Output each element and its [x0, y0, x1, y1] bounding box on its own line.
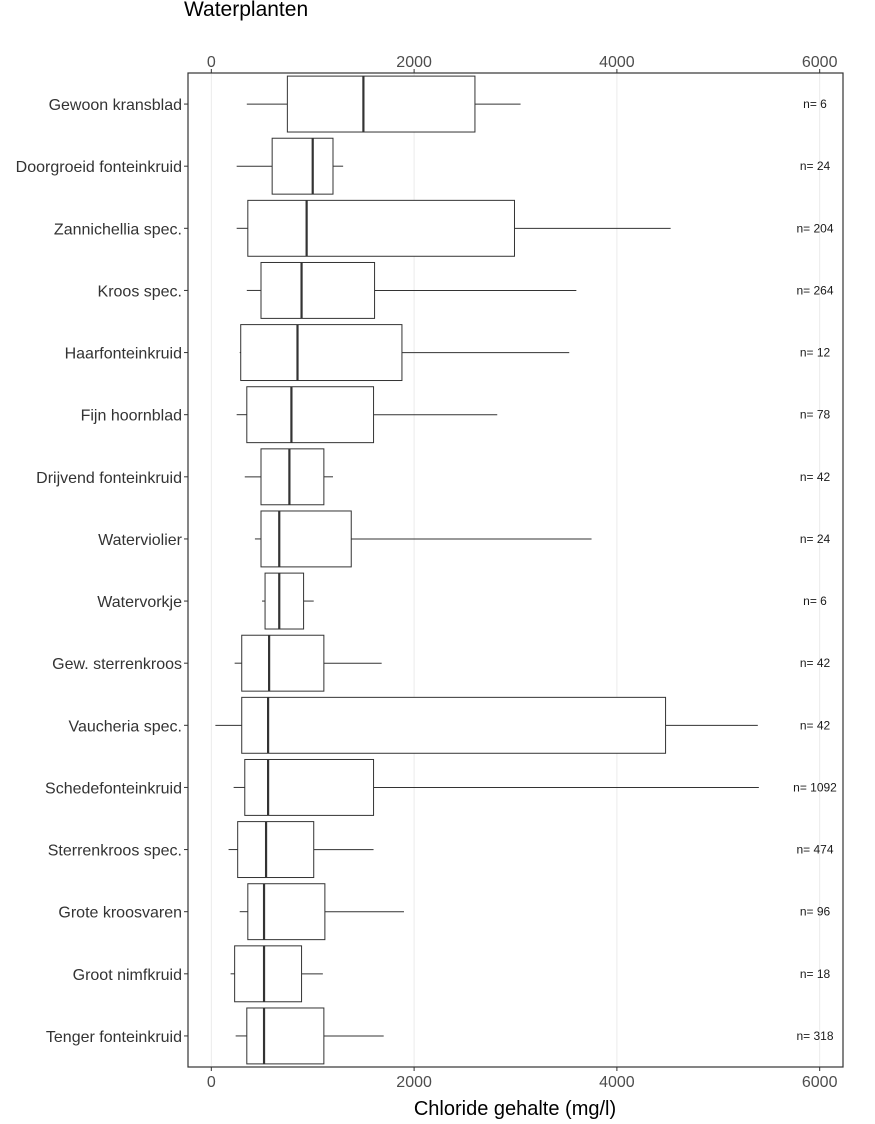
box — [264, 572, 305, 630]
box-group — [234, 634, 382, 692]
top-axis: 0 2000 4000 6000 — [207, 54, 838, 73]
box — [246, 386, 375, 444]
chart-title: Waterplanten — [184, 0, 309, 21]
box — [286, 75, 476, 133]
box-group — [246, 75, 521, 133]
x-tick-label-top: 0 — [207, 54, 216, 71]
box — [260, 448, 325, 506]
grid-lines — [210, 73, 821, 1067]
box — [247, 199, 515, 257]
box — [260, 261, 376, 319]
category-labels: Gewoon kransblad Doorgroeid fonteinkruid Z… — [16, 97, 188, 1046]
box-group — [236, 386, 498, 444]
box-group — [215, 696, 758, 754]
n-labels: n= 6 n= 24 n= 204 n= 264 n= 12 n= 78 n= 42 n= 2… — [793, 97, 837, 1043]
n-label: n= 204 — [796, 221, 833, 235]
category-label: Gew. sterrenkroos — [52, 656, 182, 673]
box — [247, 883, 326, 941]
n-label: n= 42 — [800, 656, 831, 670]
category-label: Schedefonteinkruid — [45, 780, 182, 797]
box — [244, 758, 375, 816]
box-group — [246, 261, 577, 319]
category-label: Fijn hoornblad — [81, 408, 182, 425]
x-tick-label-bottom: 6000 — [802, 1074, 838, 1091]
x-tick-label-bottom: 0 — [207, 1074, 216, 1091]
box-group — [230, 945, 323, 1003]
box-group — [233, 758, 759, 816]
box-group — [236, 137, 344, 195]
n-label: n= 24 — [800, 532, 831, 546]
box — [237, 821, 315, 879]
n-label: n= 96 — [800, 905, 831, 919]
box-series — [215, 75, 759, 1065]
n-label: n= 264 — [796, 283, 833, 297]
category-label: Grote kroosvaren — [58, 905, 182, 922]
box — [246, 1007, 325, 1065]
n-label: n= 1092 — [793, 780, 837, 794]
category-label: Waterviolier — [98, 532, 183, 549]
n-label: n= 6 — [803, 594, 827, 608]
box-group — [254, 510, 592, 568]
n-label: n= 6 — [803, 97, 827, 111]
box — [260, 510, 352, 568]
n-label: n= 12 — [800, 346, 831, 360]
box — [241, 634, 325, 692]
box-group — [239, 324, 570, 382]
box-group — [228, 821, 374, 879]
box — [240, 324, 403, 382]
bottom-axis: 0 2000 4000 6000 — [207, 1067, 838, 1091]
category-label: Kroos spec. — [98, 283, 182, 300]
category-label: Doorgroeid fonteinkruid — [16, 159, 182, 176]
n-label: n= 42 — [800, 470, 831, 484]
n-label: n= 78 — [800, 408, 831, 422]
box — [271, 137, 334, 195]
category-label: Gewoon kransblad — [49, 97, 182, 114]
category-label: Zannichellia spec. — [54, 221, 182, 238]
box — [234, 945, 303, 1003]
x-tick-label-bottom: 2000 — [396, 1074, 432, 1091]
category-label: Watervorkje — [97, 594, 182, 611]
box — [241, 696, 667, 754]
n-label: n= 24 — [800, 159, 831, 173]
x-tick-label-top: 2000 — [396, 54, 432, 71]
x-tick-label-top: 6000 — [802, 54, 838, 71]
box-group — [236, 199, 671, 257]
x-tick-label-bottom: 4000 — [599, 1074, 635, 1091]
category-label: Drijvend fonteinkruid — [36, 470, 182, 487]
n-label: n= 318 — [796, 1029, 833, 1043]
x-axis-title: Chloride gehalte (mg/l) — [414, 1098, 616, 1120]
box-group — [244, 448, 333, 506]
box-group — [239, 883, 404, 941]
box-group — [262, 572, 314, 630]
box-group — [235, 1007, 384, 1065]
category-label: Haarfonteinkruid — [65, 346, 182, 363]
n-label: n= 474 — [796, 843, 833, 857]
n-label: n= 18 — [800, 967, 831, 981]
n-label: n= 42 — [800, 718, 831, 732]
x-tick-label-top: 4000 — [599, 54, 635, 71]
panel-border — [187, 72, 844, 1068]
category-label: Groot nimfkruid — [73, 967, 182, 984]
category-label: Vaucheria spec. — [68, 718, 182, 735]
category-label: Tenger fonteinkruid — [46, 1029, 182, 1046]
category-label: Sterrenkroos spec. — [48, 843, 182, 860]
